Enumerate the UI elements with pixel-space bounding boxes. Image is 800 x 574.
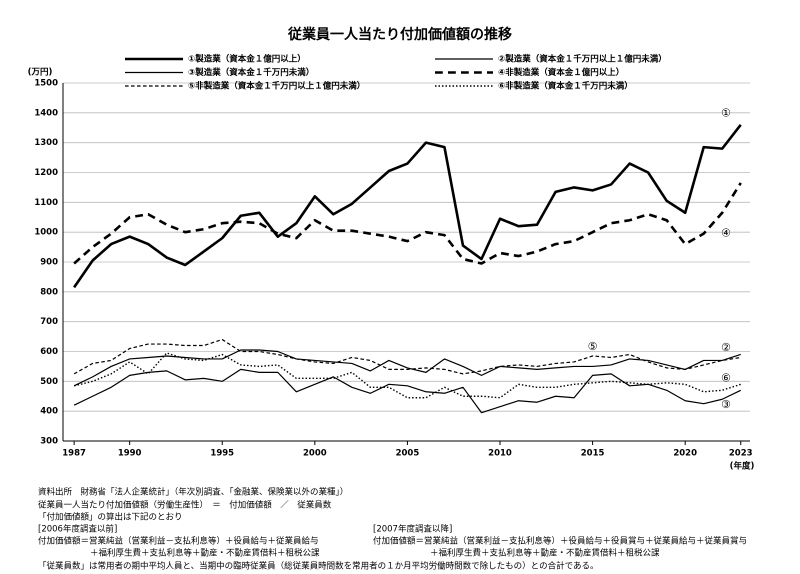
x-tick-label: 2023 bbox=[729, 449, 753, 459]
x-tick-label: 2020 bbox=[673, 449, 697, 459]
note-after-formula: ＋福利厚生費＋支払利息等＋動産・不動産賃借料＋租税公課 bbox=[430, 548, 660, 559]
y-tick-label: 1400 bbox=[34, 108, 58, 118]
legend-label: ③製造業（資本金１千万円未満） bbox=[188, 67, 314, 78]
x-tick-label: 2000 bbox=[303, 449, 327, 459]
legend-label: ⑥非製造業（資本金１千万円未満） bbox=[498, 81, 633, 92]
y-tick-label: 600 bbox=[40, 347, 58, 357]
note-before-label: [2006年度調査以前] bbox=[38, 524, 117, 535]
legend-label: ①製造業（資本金１億円以上） bbox=[188, 54, 306, 65]
series-line bbox=[73, 349, 741, 387]
x-axis-label: (年度) bbox=[730, 461, 755, 472]
y-tick-label: 400 bbox=[40, 407, 58, 417]
y-tick-label: 1500 bbox=[34, 79, 58, 89]
annotation: ⑥ bbox=[721, 371, 731, 384]
legend-label: ⑤非製造業（資本金１千万円以上１億円未満） bbox=[188, 81, 365, 92]
x-tick-label: 2005 bbox=[396, 449, 420, 459]
x-tick-label: 1995 bbox=[210, 449, 234, 459]
annotation: ⑤ bbox=[588, 340, 598, 353]
y-tick-label: 500 bbox=[40, 377, 58, 387]
series-line bbox=[73, 352, 741, 399]
y-tick-label: 900 bbox=[40, 258, 58, 268]
annotation: ② bbox=[721, 341, 731, 354]
y-tick-label: 1300 bbox=[34, 138, 58, 148]
y-axis-label: (万円) bbox=[28, 68, 53, 78]
y-tick-label: 1000 bbox=[34, 228, 58, 238]
y-tick-label: 1100 bbox=[34, 198, 58, 208]
x-tick-label: 2015 bbox=[581, 449, 605, 459]
note-before-formula: 付加価値額＝営業純益（営業利益－支払利息等）＋役員給与＋従業員給与 bbox=[38, 536, 319, 547]
y-tick-label: 1200 bbox=[34, 168, 58, 178]
annotation: ③ bbox=[721, 398, 731, 411]
note-after-formula: 付加価値額＝営業純益（営業利益－支払利息等）＋役員給与＋役員賞与＋従業員給与＋従… bbox=[373, 536, 747, 547]
note-before-formula: ＋福利厚生費＋支払利息等＋動産・不動産賃借料＋租税公課 bbox=[90, 548, 320, 559]
chart-title: 従業員一人当たり付加価値額の推移 bbox=[287, 26, 512, 43]
series-line bbox=[73, 338, 741, 375]
note-source: 資料出所 財務省「法人企業統計」（年次別調査、「金融業、保険業以外の業種」） bbox=[38, 487, 348, 498]
x-tick-label: 2010 bbox=[488, 449, 512, 459]
legend-label: ②製造業（資本金１千万円以上１億円未満） bbox=[498, 54, 667, 65]
annotation: ① bbox=[721, 106, 731, 119]
note-employees: 「従業員数」は常用者の期中平均人員と、当期中の臨時従業員（総従業員時間数を常用者… bbox=[38, 561, 599, 572]
x-tick-label: 1990 bbox=[118, 449, 142, 459]
y-tick-label: 800 bbox=[40, 287, 58, 297]
series-line bbox=[73, 368, 742, 414]
series-line bbox=[73, 123, 742, 289]
note-calc: 「付加価値額」の算出は下記のとおり bbox=[38, 512, 183, 523]
series-line bbox=[73, 182, 742, 265]
note-definition: 従業員一人当たり付加価値額（労働生産性） ＝ 付加価値額 ／ 従業員数 bbox=[38, 500, 332, 511]
x-tick-label: 1987 bbox=[62, 449, 86, 459]
note-after-label: [2007年度調査以降] bbox=[373, 524, 452, 535]
annotation: ④ bbox=[721, 227, 731, 240]
legend-label: ④非製造業（資本金１億円以上） bbox=[498, 67, 624, 78]
y-tick-label: 700 bbox=[40, 317, 58, 327]
y-tick-label: 300 bbox=[40, 437, 58, 447]
